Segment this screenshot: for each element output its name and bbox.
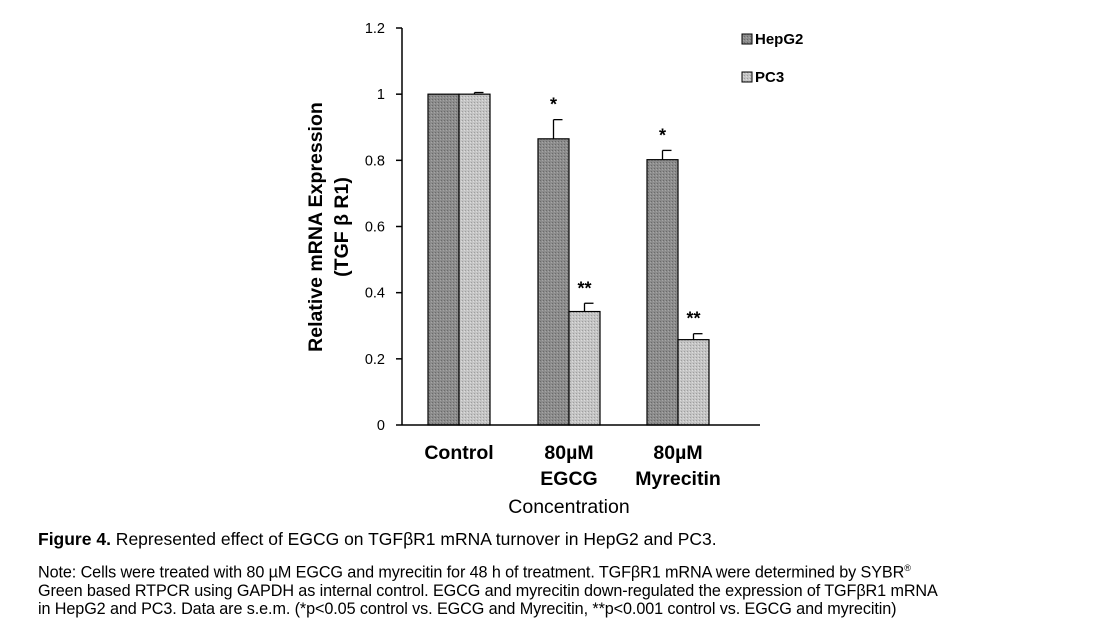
y-tick-label: 1 <box>377 87 385 103</box>
figure-note: Note: Cells were treated with 80 µM EGCG… <box>38 559 1088 619</box>
legend-swatch-pc3 <box>741 71 753 83</box>
bar-hepg2-2 <box>646 159 679 426</box>
note-line-2: Green based RTPCR using GAPDH as interna… <box>38 581 938 600</box>
legend-swatch-hepg2 <box>741 33 753 45</box>
figure-caption: Figure 4. Represented effect of EGCG on … <box>38 528 1088 619</box>
x-category-label: Control <box>424 442 493 464</box>
x-category-label: 80µM <box>653 442 702 464</box>
y-axis-ticks: 0 0.2 0.4 0.6 0.8 1 1.2 <box>365 21 402 434</box>
bar-pc3-2 <box>677 339 710 426</box>
note-line-3: in HepG2 and PC3. Data are s.e.m. (*p<0.… <box>38 600 897 619</box>
significance-label: ** <box>686 309 700 329</box>
legend-label-hepg2: HepG2 <box>755 31 803 48</box>
error-bars <box>473 91 703 340</box>
y-tick-label: 1.2 <box>365 21 385 37</box>
y-axis-label-line-1: Relative mRNA Expression <box>305 102 327 352</box>
bar-pc3-1 <box>568 310 601 426</box>
legend: HepG2 PC3 <box>741 31 803 86</box>
y-axis-label: Relative mRNA Expression (TGF β R1) <box>305 102 353 352</box>
bar-chart: 00.20.40.60.811.2 ****** Control 80µMEGCG… <box>305 21 803 518</box>
bar-pc3-0 <box>458 93 491 426</box>
x-category-label: EGCG <box>540 468 597 490</box>
note-line-1: Note: Cells were treated with 80 µM EGCG… <box>38 563 905 582</box>
significance-label: ** <box>577 278 591 298</box>
bars <box>427 93 710 426</box>
y-tick-label: 0.4 <box>365 286 385 302</box>
figure-label: Figure 4. <box>38 529 111 549</box>
bar-hepg2-1 <box>537 138 570 426</box>
x-axis-category-labels: Control 80µM EGCG 80µM Myrecitin <box>424 442 720 490</box>
y-tick-label: 0.8 <box>365 153 385 169</box>
significance-label: * <box>659 125 666 145</box>
y-tick-label: 0.2 <box>365 352 385 368</box>
y-axis-label-line-2: (TGF β R1) <box>331 177 353 277</box>
x-category-label: Myrecitin <box>635 468 721 490</box>
figure-title-text: Represented effect of EGCG on TGFβR1 mRN… <box>110 529 717 549</box>
significance-label: * <box>550 95 557 115</box>
figure-title: Figure 4. Represented effect of EGCG on … <box>38 528 1088 550</box>
x-category-label: 80µM <box>544 442 593 464</box>
y-tick-label: 0 <box>377 418 385 434</box>
bar-hepg2-0 <box>427 93 460 426</box>
x-axis-label: Concentration <box>508 496 629 518</box>
y-tick-label: 0.6 <box>365 220 385 236</box>
legend-label-pc3: PC3 <box>755 69 784 86</box>
registered-mark: ® <box>904 563 911 573</box>
significance-annotations: ****** <box>550 95 701 329</box>
